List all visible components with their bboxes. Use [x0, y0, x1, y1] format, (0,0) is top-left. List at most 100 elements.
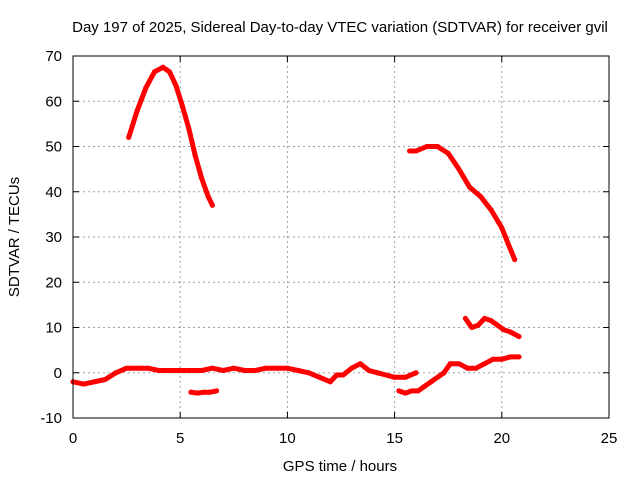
- data-point: [145, 365, 151, 371]
- x-tick-label: 15: [386, 430, 403, 447]
- tick-layer: 0 5 10 15 20 25 -10 0 10 20 30 40 50 60 70: [40, 48, 617, 447]
- data-point: [413, 370, 419, 376]
- data-point: [482, 361, 488, 367]
- data-point: [473, 365, 479, 371]
- y-tick-label: 30: [45, 229, 62, 246]
- data-point: [263, 365, 269, 371]
- data-point: [409, 388, 415, 394]
- data-point: [186, 125, 192, 131]
- data-point: [209, 365, 215, 371]
- data-point: [507, 354, 513, 360]
- data-point: [422, 383, 428, 389]
- data-point: [456, 166, 462, 172]
- data-point: [126, 134, 132, 140]
- y-tick-label: -10: [40, 410, 62, 427]
- data-point: [167, 368, 172, 373]
- data-point: [469, 325, 475, 330]
- data-point: [209, 202, 215, 208]
- data-point: [505, 241, 511, 247]
- data-point: [199, 368, 205, 373]
- data-point: [252, 368, 258, 373]
- data-point: [113, 370, 119, 376]
- data-point: [441, 370, 447, 376]
- data-point: [274, 365, 280, 371]
- data-point: [188, 368, 194, 373]
- data-point: [349, 365, 355, 371]
- data-point: [317, 374, 323, 380]
- data-point: [340, 372, 346, 378]
- data-point: [415, 388, 421, 394]
- data-point: [152, 69, 157, 75]
- x-tick-label: 20: [493, 430, 510, 447]
- y-axis-label: SDTVAR / TECUs: [6, 177, 23, 297]
- data-point: [467, 184, 473, 190]
- data-point: [156, 368, 162, 373]
- x-tick-label: 5: [176, 430, 184, 447]
- data-point: [396, 388, 402, 394]
- data-point: [205, 193, 211, 199]
- data-point: [357, 361, 363, 367]
- data-point: [91, 379, 97, 385]
- data-point: [477, 193, 483, 199]
- data-point: [201, 389, 207, 395]
- data-point: [194, 390, 200, 396]
- x-axis-label: GPS time / hours: [283, 458, 397, 475]
- x-tick-label: 25: [601, 430, 618, 447]
- data-point: [192, 153, 198, 159]
- data-point: [179, 103, 185, 109]
- data-point: [392, 374, 398, 380]
- data-point: [445, 150, 451, 156]
- data-point: [447, 361, 453, 367]
- y-tick-label: 40: [45, 184, 62, 201]
- data-point: [160, 64, 166, 70]
- data-point: [516, 354, 522, 360]
- data-point: [177, 368, 183, 373]
- data-point: [199, 175, 205, 181]
- data-point: [407, 148, 413, 154]
- data-point: [214, 388, 220, 394]
- data-point: [490, 356, 496, 362]
- data-point: [366, 368, 372, 373]
- data-point: [507, 329, 513, 335]
- data-point: [475, 322, 481, 328]
- data-point: [482, 315, 488, 321]
- data-point: [143, 85, 149, 91]
- data-point: [413, 148, 419, 154]
- data-point: [124, 365, 130, 371]
- data-point: [220, 368, 226, 373]
- data-point: [242, 368, 247, 373]
- data-point: [512, 257, 518, 263]
- data-point: [499, 356, 505, 362]
- data-point: [462, 315, 468, 321]
- y-tick-label: 50: [45, 139, 62, 156]
- series-arc-late-decline: [407, 144, 518, 263]
- data-point: [435, 374, 440, 380]
- y-tick-label: 10: [45, 320, 62, 337]
- data-point: [516, 334, 522, 340]
- data-point: [424, 144, 430, 149]
- data-point: [327, 379, 333, 385]
- data-point: [488, 318, 494, 324]
- data-point: [402, 374, 408, 380]
- data-point: [495, 322, 500, 328]
- y-tick-label: 20: [45, 274, 62, 291]
- data-point: [435, 144, 440, 149]
- data-point: [134, 365, 140, 371]
- y-tick-label: 70: [45, 48, 62, 65]
- data-point: [207, 389, 213, 395]
- series-layer: [70, 64, 522, 396]
- data-point: [334, 372, 340, 378]
- y-tick-label: 0: [54, 365, 62, 382]
- data-point: [306, 370, 312, 376]
- series-arc-early-peak: [126, 64, 215, 208]
- x-tick-label: 10: [279, 430, 296, 447]
- data-point: [284, 365, 290, 371]
- data-point: [167, 69, 172, 75]
- data-point: [134, 107, 140, 113]
- data-point: [173, 82, 179, 88]
- data-point: [231, 365, 237, 371]
- data-point: [402, 390, 408, 396]
- data-point: [501, 327, 507, 333]
- data-point: [465, 365, 470, 371]
